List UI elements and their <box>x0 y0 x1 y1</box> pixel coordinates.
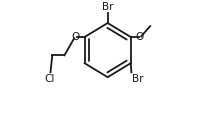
Text: Br: Br <box>132 74 144 84</box>
Text: O: O <box>136 32 144 42</box>
Text: Cl: Cl <box>45 74 55 84</box>
Text: Br: Br <box>102 2 113 12</box>
Text: O: O <box>71 32 79 42</box>
